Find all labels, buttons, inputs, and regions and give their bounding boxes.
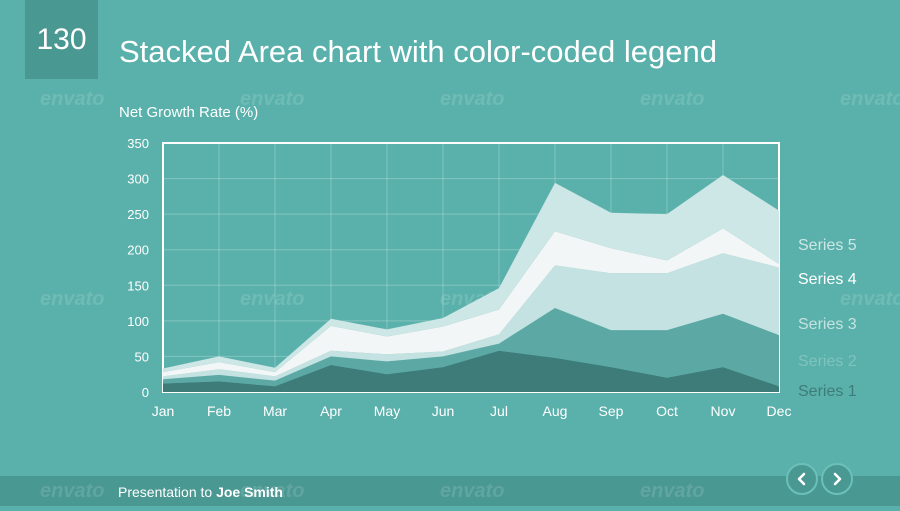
y-tick-label: 100 — [127, 314, 149, 329]
legend-label-series-4: Series 4 — [798, 271, 857, 288]
x-tick-label: Apr — [320, 403, 342, 419]
x-tick-label: Jul — [490, 403, 508, 419]
x-tick-label: Nov — [711, 403, 736, 419]
x-tick-label: Dec — [767, 403, 792, 419]
slide-title: Stacked Area chart with color-coded lege… — [119, 34, 717, 69]
area-series-2 — [163, 308, 779, 387]
x-tick-label: Jun — [432, 403, 455, 419]
x-tick-label: Jan — [152, 403, 175, 419]
next-slide-button[interactable] — [821, 463, 853, 495]
x-tick-label: Oct — [656, 403, 678, 419]
y-tick-label: 50 — [135, 349, 149, 364]
area-series-5 — [163, 175, 779, 373]
legend-label-series-1: Series 1 — [798, 383, 857, 400]
legend-label-series-5: Series 5 — [798, 237, 857, 254]
y-tick-label: 250 — [127, 207, 149, 222]
chevron-left-icon — [797, 472, 806, 486]
y-tick-label: 150 — [127, 278, 149, 293]
y-tick-label: 200 — [127, 243, 149, 258]
y-tick-label: 300 — [127, 172, 149, 187]
area-series-1 — [163, 350, 779, 392]
chart-title: Net Growth Rate (%) — [119, 104, 258, 121]
area-series-4 — [163, 228, 779, 377]
chevron-right-icon — [833, 472, 842, 486]
area-series-3 — [163, 253, 779, 381]
x-tick-label: Mar — [263, 403, 287, 419]
footer-prefix: Presentation to — [118, 484, 213, 500]
legend-label-series-3: Series 3 — [798, 316, 857, 333]
slide-number: 130 — [25, 0, 98, 79]
legend-label-series-2: Series 2 — [798, 353, 857, 370]
x-tick-label: May — [374, 403, 400, 419]
presenter-name: Joe Smith — [216, 484, 283, 500]
footer-bar — [0, 476, 900, 506]
y-tick-label: 0 — [142, 385, 149, 400]
footer-text: Presentation to Joe Smith — [118, 484, 283, 500]
x-tick-label: Feb — [207, 403, 231, 419]
x-tick-label: Aug — [543, 403, 568, 419]
prev-slide-button[interactable] — [786, 463, 818, 495]
x-tick-label: Sep — [599, 403, 624, 419]
y-tick-label: 350 — [127, 136, 149, 151]
